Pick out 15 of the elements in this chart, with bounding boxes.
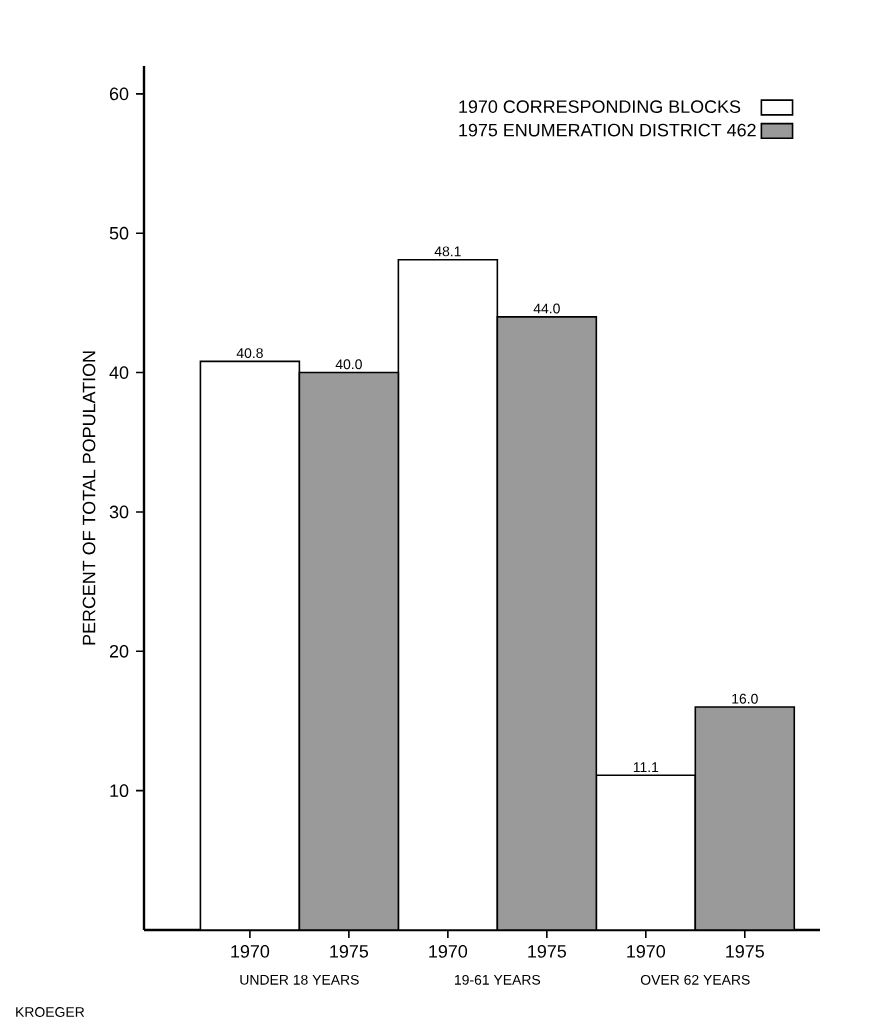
y-tick-label: 40 (109, 366, 129, 379)
x-tick-label: 1975 (330, 945, 369, 958)
y-tick-label: 60 (109, 87, 129, 101)
legend-label: 1970 CORRESPONDING BLOCKS (459, 100, 741, 113)
y-tick-label: 10 (110, 784, 129, 797)
y-tick-label: 30 (109, 505, 129, 519)
x-tick-label: 1970 (627, 945, 666, 958)
y-tick-label: 20 (109, 644, 129, 658)
y-axis-title: PERCENT OF TOTAL POPULATION (82, 351, 96, 645)
x-tick-label: 1970 (429, 945, 468, 958)
x-tick-label: 1970 (231, 945, 270, 958)
x-tick-label: 1975 (726, 945, 764, 958)
legend-label: 1975 ENUMERATION DISTRICT 462 (459, 123, 756, 137)
x-tick-label: 1975 (528, 945, 567, 958)
y-tick-label: 50 (109, 226, 129, 240)
